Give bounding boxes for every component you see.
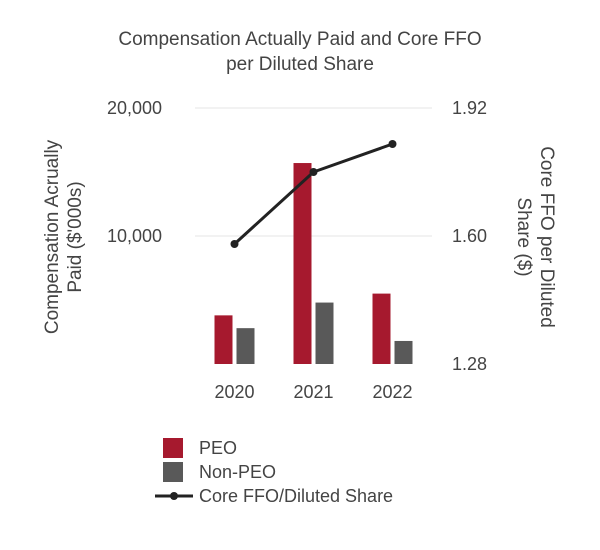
left-axis-tick-label: 10,000 bbox=[107, 226, 162, 246]
bar-peo-2021 bbox=[293, 163, 312, 364]
right-axis-ticks: 1.28 1.60 1.92 bbox=[452, 98, 487, 374]
core-ffo-point-2022 bbox=[388, 140, 397, 148]
legend-swatch-non-peo bbox=[163, 462, 183, 482]
x-axis-tick-label: 2022 bbox=[372, 382, 412, 402]
bar-peo-2022 bbox=[372, 293, 391, 364]
core-ffo-line bbox=[233, 142, 394, 246]
bar-non-peo-2020 bbox=[236, 328, 255, 364]
bar-non-peo-2021 bbox=[315, 302, 334, 364]
x-axis-tick-label: 2020 bbox=[214, 382, 254, 402]
chart-title-line-2: per Diluted Share bbox=[226, 54, 374, 75]
legend-label-peo: PEO bbox=[199, 438, 237, 458]
right-axis-label-line-2: Share ($) bbox=[513, 197, 534, 276]
left-axis-label-line-2: Paid ($'000s) bbox=[65, 181, 86, 292]
left-axis-label-line-1: Compensation Acrually bbox=[42, 139, 63, 334]
legend-marker-core-ffo-diluted-share bbox=[170, 492, 178, 500]
bar-peo-2020 bbox=[214, 315, 233, 364]
chart-title: Compensation Actually Paid and Core FFO … bbox=[118, 29, 481, 75]
core-ffo-point-2021 bbox=[309, 168, 318, 176]
legend: PEO Non-PEO Core FFO/Diluted Share bbox=[155, 438, 393, 506]
left-axis-tick-label: 20,000 bbox=[107, 98, 162, 118]
x-axis-tick-label: 2021 bbox=[293, 382, 333, 402]
x-axis-ticks: 2020 2021 2022 bbox=[214, 382, 412, 402]
chart-title-line-1: Compensation Actually Paid and Core FFO bbox=[118, 29, 481, 50]
right-axis-tick-label: 1.60 bbox=[452, 226, 487, 246]
left-axis-ticks: 10,000 20,000 bbox=[107, 98, 162, 246]
legend-label-non-peo: Non-PEO bbox=[199, 462, 276, 482]
line-series bbox=[230, 140, 397, 248]
bar-non-peo-2022 bbox=[394, 340, 413, 364]
legend-swatch-peo bbox=[163, 438, 183, 458]
core-ffo-point-2020 bbox=[230, 240, 239, 248]
right-axis-tick-label: 1.28 bbox=[452, 354, 487, 374]
bar-series bbox=[214, 163, 413, 364]
legend-label-core-ffo-diluted-share: Core FFO/Diluted Share bbox=[199, 486, 393, 506]
right-axis-label-line-1: Core FFO per Diluted bbox=[536, 146, 557, 328]
gridlines bbox=[195, 107, 432, 237]
right-axis-tick-label: 1.92 bbox=[452, 98, 487, 118]
